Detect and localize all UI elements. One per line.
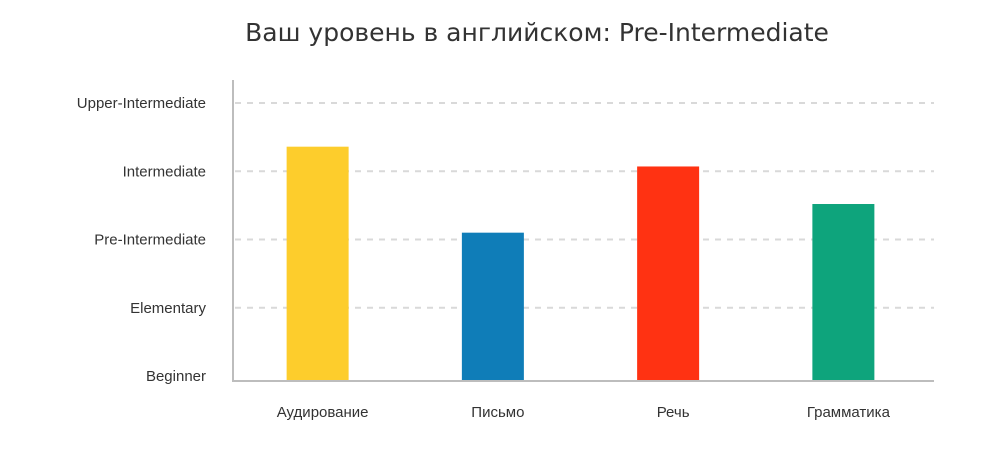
gridlines — [235, 102, 934, 309]
y-tick-label: Pre-Intermediate — [94, 232, 206, 249]
chart-title: Ваш уровень в английском: Pre-Intermedia… — [245, 18, 829, 47]
bar-4 — [812, 204, 875, 380]
bars — [286, 146, 875, 380]
y-axis-tick-labels: Beginner Elementary Pre-Intermediate Interm… — [77, 95, 207, 385]
x-tick-label: Письмо — [471, 404, 524, 421]
y-tick-label: Intermediate — [123, 163, 206, 180]
y-tick-label: Elementary — [130, 300, 206, 317]
bar-3 — [637, 166, 700, 380]
y-tick-label: Beginner — [146, 368, 206, 385]
bar-2 — [461, 232, 524, 380]
axes — [232, 80, 934, 382]
x-tick-label: Аудирование — [277, 404, 369, 421]
y-tick-label: Upper-Intermediate — [77, 95, 206, 112]
x-tick-label: Речь — [657, 404, 690, 421]
x-axis-tick-labels: Аудирование Письмо Речь Грамматика — [277, 404, 891, 421]
x-tick-label: Грамматика — [807, 404, 891, 421]
bar-1 — [286, 146, 349, 380]
